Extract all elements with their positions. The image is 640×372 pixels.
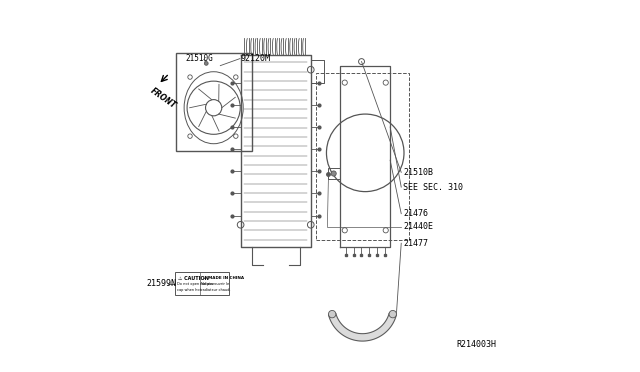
Text: FRONT: FRONT bbox=[148, 86, 178, 110]
Text: Do not open radiator: Do not open radiator bbox=[177, 282, 214, 286]
Text: radiateur chaud.: radiateur chaud. bbox=[201, 288, 230, 292]
Text: 21476: 21476 bbox=[403, 209, 428, 218]
Circle shape bbox=[328, 310, 336, 318]
Text: 21477: 21477 bbox=[403, 239, 428, 248]
Text: 21510G: 21510G bbox=[185, 54, 213, 63]
Bar bbox=[175, 272, 229, 295]
Circle shape bbox=[331, 171, 336, 176]
Text: 92120M: 92120M bbox=[241, 54, 271, 63]
Text: 21440E: 21440E bbox=[403, 222, 433, 231]
Bar bbox=[328, 169, 340, 179]
Text: ⚠ CAUTION: ⚠ CAUTION bbox=[178, 276, 209, 281]
Circle shape bbox=[204, 62, 208, 65]
Text: R214003H: R214003H bbox=[456, 340, 497, 349]
Text: 21510B: 21510B bbox=[403, 168, 433, 177]
Text: ⚠ MADE IN CHINA: ⚠ MADE IN CHINA bbox=[203, 276, 244, 280]
Circle shape bbox=[389, 310, 396, 318]
Polygon shape bbox=[328, 313, 396, 341]
Bar bbox=[176, 53, 252, 151]
Bar bbox=[316, 73, 408, 240]
Text: 21599N: 21599N bbox=[147, 279, 177, 288]
Text: cap when hot.: cap when hot. bbox=[177, 288, 202, 292]
Text: SEE SEC. 310: SEE SEC. 310 bbox=[403, 183, 463, 192]
Text: Ne pas ouvrir le: Ne pas ouvrir le bbox=[201, 282, 229, 286]
